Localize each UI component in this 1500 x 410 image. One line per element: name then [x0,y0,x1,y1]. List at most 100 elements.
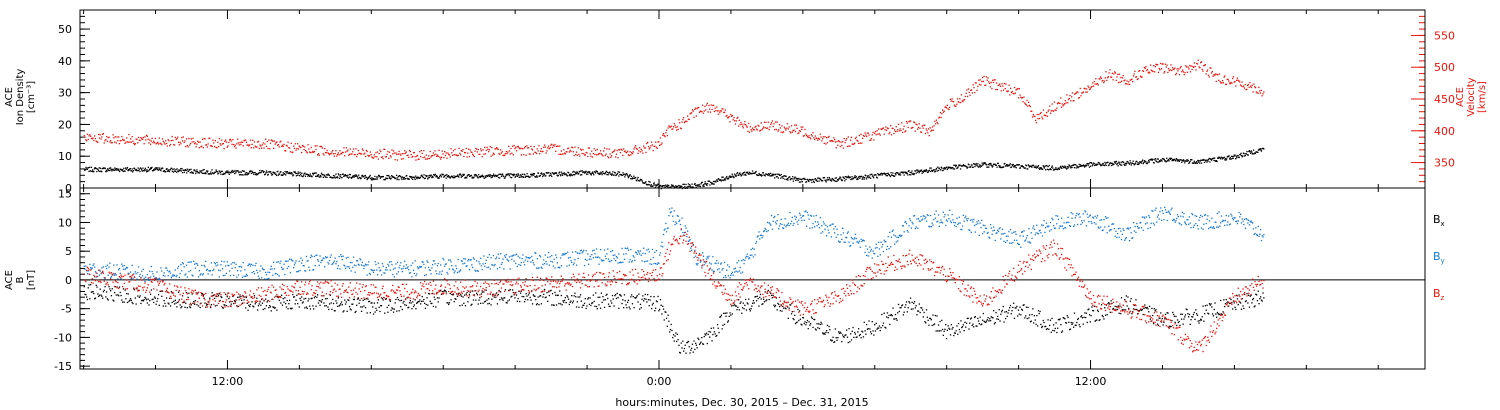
y2-label-line: ACE [1455,87,1466,107]
bx-point [479,297,480,298]
velocity-point [441,157,442,158]
velocity-point [119,143,120,144]
density-point [726,176,727,177]
density-point [673,186,674,187]
bx-point [606,294,607,295]
density-point [1055,167,1056,168]
velocity-point [1051,110,1052,111]
bx-point [271,310,272,311]
velocity-point [747,127,748,128]
density-point [996,165,997,166]
velocity-point [1037,114,1038,115]
bx-point [196,304,197,305]
density-point [476,175,477,176]
bx-point [810,323,811,324]
velocity-point [995,89,996,90]
velocity-point [307,152,308,153]
bx-point [299,298,300,299]
density-point [371,177,372,178]
density-point [934,169,935,170]
bx-point [936,315,937,316]
velocity-point [804,135,805,136]
velocity-point [955,105,956,106]
density-point [138,170,139,171]
density-point [1130,162,1131,163]
bx-point [981,324,982,325]
velocity-point [740,124,741,125]
density-point [295,173,296,174]
bx-point [296,295,297,296]
density-point [377,178,378,179]
density-point [1041,167,1042,168]
velocity-point [986,76,987,77]
velocity-point [285,150,286,151]
density-point [953,165,954,166]
velocity-point [808,135,809,136]
density-point [890,176,891,177]
density-point [975,164,976,165]
bx-point [373,313,374,314]
bx-point [555,295,556,296]
density-point [405,178,406,179]
bx-point [172,302,173,303]
velocity-point [516,150,517,151]
bx-point [1067,315,1068,316]
bx-point [601,293,602,294]
bx-point [675,332,676,333]
density-point [812,179,813,180]
bx-point [871,333,872,334]
bx-point [535,299,536,300]
velocity-point [118,136,119,137]
density-point [181,168,182,169]
bx-point [1123,309,1124,310]
velocity-point [1103,82,1104,83]
velocity-point [538,150,539,151]
bx-point [1014,318,1015,319]
bx-point [1186,309,1187,310]
density-point [423,174,424,175]
y-tick-label: -5 [61,303,72,316]
velocity-point [140,137,141,138]
velocity-point [990,86,991,87]
velocity-point [587,156,588,157]
velocity-point [505,153,506,154]
bx-point [792,311,793,312]
bx-point [146,299,147,300]
density-point [899,173,900,174]
velocity-point [150,144,151,145]
bx-point [568,299,569,300]
bx-point [860,334,861,335]
density-point [712,183,713,184]
bx-point [341,301,342,302]
velocity-point [290,151,291,152]
velocity-point [513,154,514,155]
velocity-point [502,151,503,152]
bx-point [728,320,729,321]
velocity-point [203,147,204,148]
density-point [665,185,666,186]
bx-point [116,294,117,295]
bx-point [402,309,403,310]
bx-point [1019,314,1020,315]
bx-point [604,307,605,308]
bx-point [1089,314,1090,315]
density-point [601,173,602,174]
density-point [615,172,616,173]
velocity-point [1158,72,1159,73]
density-point [398,179,399,180]
density-point [682,184,683,185]
density-point [272,174,273,175]
velocity-point [343,152,344,153]
density-point [976,163,977,164]
bx-point [689,346,690,347]
bx-point [608,304,609,305]
velocity-point [110,140,111,141]
velocity-point [148,139,149,140]
density-point [175,169,176,170]
velocity-point [746,125,747,126]
velocity-point [136,139,137,140]
bx-point [905,304,906,305]
density-point [1011,166,1012,167]
density-point [395,178,396,179]
density-point [1232,156,1233,157]
